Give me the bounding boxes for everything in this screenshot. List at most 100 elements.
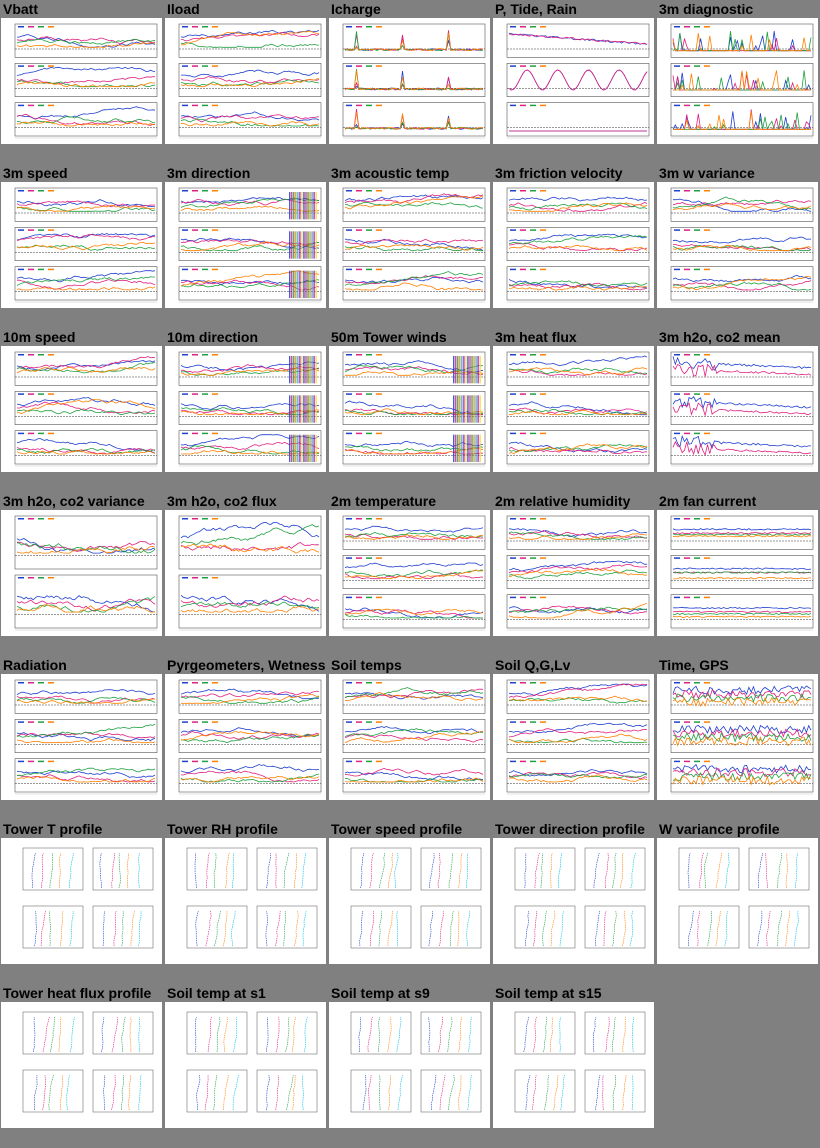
current-plot-thumbnail[interactable] (165, 18, 326, 144)
profile-plot-thumbnail[interactable] (165, 838, 326, 964)
wind-speed-plot-thumbnail[interactable] (1, 346, 162, 472)
plot-title[interactable]: 3m diagnostic (659, 1, 754, 17)
plot-tile[interactable]: Iload (164, 0, 328, 164)
plot-tile[interactable]: 2m relative humidity (492, 492, 656, 656)
plot-title[interactable]: 3m friction velocity (495, 165, 623, 181)
variance-plot-thumbnail[interactable] (657, 182, 818, 308)
plot-tile[interactable]: Icharge (328, 0, 492, 164)
plot-title[interactable]: Radiation (3, 657, 67, 673)
plot-title[interactable]: Tower speed profile (331, 821, 463, 837)
plot-tile[interactable]: Soil temp at s15 (492, 984, 656, 1148)
plot-tile[interactable]: W variance profile (656, 820, 820, 984)
plot-tile[interactable]: 3m w variance (656, 164, 820, 328)
voltage-plot-thumbnail[interactable] (1, 18, 162, 144)
plot-title[interactable]: 3m w variance (659, 165, 755, 181)
plot-title[interactable]: P, Tide, Rain (495, 1, 577, 17)
plot-tile[interactable]: 10m speed (0, 328, 164, 492)
plot-title[interactable]: 2m relative humidity (495, 493, 631, 509)
plot-tile[interactable]: 3m acoustic temp (328, 164, 492, 328)
plot-title[interactable]: 3m h2o, co2 mean (659, 329, 781, 345)
plot-tile[interactable]: Tower speed profile (328, 820, 492, 984)
h2o-co2-flux-plot-thumbnail[interactable] (165, 510, 326, 636)
plot-title[interactable]: 3m acoustic temp (331, 165, 450, 181)
plot-title[interactable]: Tower heat flux profile (3, 985, 152, 1001)
plot-tile[interactable]: 3m h2o, co2 variance (0, 492, 164, 656)
plot-tile[interactable]: Time, GPS (656, 656, 820, 820)
plot-title[interactable]: 10m speed (3, 329, 76, 345)
h2o-co2-plot-thumbnail[interactable] (657, 346, 818, 472)
plot-tile[interactable]: Soil temps (328, 656, 492, 820)
plot-tile[interactable]: 3m friction velocity (492, 164, 656, 328)
fan-current-plot-thumbnail[interactable] (657, 510, 818, 636)
plot-title[interactable]: Soil temps (331, 657, 402, 673)
plot-tile[interactable]: Pyrgeometers, Wetness (164, 656, 328, 820)
diagnostic-plot-thumbnail[interactable] (657, 18, 818, 144)
tower-winds-plot-thumbnail[interactable] (329, 346, 490, 472)
profile-plot-thumbnail[interactable] (657, 838, 818, 964)
plot-title[interactable]: Icharge (331, 1, 381, 17)
plot-title[interactable]: Pyrgeometers, Wetness (167, 657, 326, 673)
plot-tile[interactable]: Tower heat flux profile (0, 984, 164, 1148)
time-gps-plot-thumbnail[interactable] (657, 674, 818, 800)
plot-tile[interactable]: 2m temperature (328, 492, 492, 656)
plot-title[interactable]: 3m h2o, co2 flux (167, 493, 277, 509)
plot-title[interactable]: Soil temp at s1 (167, 985, 266, 1001)
profile-plot-thumbnail[interactable] (329, 838, 490, 964)
wind-speed-plot-thumbnail[interactable] (1, 182, 162, 308)
plot-title[interactable]: W variance profile (659, 821, 780, 837)
plot-tile[interactable]: 3m diagnostic (656, 0, 820, 164)
profile-plot-thumbnail[interactable] (1, 838, 162, 964)
current-plot-thumbnail[interactable] (329, 18, 490, 144)
plot-tile[interactable]: Soil Q,G,Lv (492, 656, 656, 820)
plot-title[interactable]: Tower T profile (3, 821, 103, 837)
plot-tile[interactable]: 50m Tower winds (328, 328, 492, 492)
plot-tile[interactable]: 3m direction (164, 164, 328, 328)
profile-plot-thumbnail[interactable] (493, 1002, 654, 1128)
humidity-plot-thumbnail[interactable] (493, 510, 654, 636)
plot-tile[interactable]: Tower T profile (0, 820, 164, 984)
plot-title[interactable]: 3m h2o, co2 variance (3, 493, 145, 509)
h2o-co2-variance-plot-thumbnail[interactable] (1, 510, 162, 636)
heat-flux-plot-thumbnail[interactable] (493, 346, 654, 472)
plot-title[interactable]: 2m temperature (331, 493, 437, 509)
plot-tile[interactable]: Tower RH profile (164, 820, 328, 984)
plot-tile[interactable]: 3m speed (0, 164, 164, 328)
soil-moisture-plot-thumbnail[interactable] (493, 674, 654, 800)
plot-tile[interactable]: P, Tide, Rain (492, 0, 656, 164)
plot-title[interactable]: 3m speed (3, 165, 68, 181)
soil-temperature-plot-thumbnail[interactable] (329, 674, 490, 800)
pressure-tide-rain-plot-thumbnail[interactable] (493, 18, 654, 144)
plot-tile[interactable]: Tower direction profile (492, 820, 656, 984)
profile-plot-thumbnail[interactable] (329, 1002, 490, 1128)
wind-direction-plot-thumbnail[interactable] (165, 346, 326, 472)
plot-tile[interactable]: Radiation (0, 656, 164, 820)
plot-title[interactable]: 2m fan current (659, 493, 757, 509)
plot-title[interactable]: Vbatt (3, 1, 38, 17)
plot-title[interactable]: Iload (167, 1, 200, 17)
plot-tile[interactable]: 3m h2o, co2 mean (656, 328, 820, 492)
plot-title[interactable]: Soil temp at s9 (331, 985, 430, 1001)
temperature-plot-thumbnail[interactable] (329, 510, 490, 636)
profile-plot-thumbnail[interactable] (1, 1002, 162, 1128)
plot-title[interactable]: 3m direction (167, 165, 251, 181)
plot-tile[interactable]: Vbatt (0, 0, 164, 164)
plot-tile[interactable]: 10m direction (164, 328, 328, 492)
plot-tile[interactable]: 2m fan current (656, 492, 820, 656)
plot-tile[interactable]: 3m heat flux (492, 328, 656, 492)
plot-tile[interactable]: Soil temp at s9 (328, 984, 492, 1148)
plot-title[interactable]: 3m heat flux (495, 329, 577, 345)
wind-direction-plot-thumbnail[interactable] (165, 182, 326, 308)
plot-title[interactable]: Soil Q,G,Lv (495, 657, 571, 673)
profile-plot-thumbnail[interactable] (165, 1002, 326, 1128)
plot-title[interactable]: Time, GPS (659, 657, 729, 673)
profile-plot-thumbnail[interactable] (493, 838, 654, 964)
radiation-plot-thumbnail[interactable] (1, 674, 162, 800)
pyrgeometer-plot-thumbnail[interactable] (165, 674, 326, 800)
plot-title[interactable]: Soil temp at s15 (495, 985, 602, 1001)
temperature-plot-thumbnail[interactable] (329, 182, 490, 308)
plot-title[interactable]: Tower direction profile (495, 821, 645, 837)
plot-title[interactable]: Tower RH profile (167, 821, 278, 837)
plot-title[interactable]: 50m Tower winds (331, 329, 447, 345)
plot-title[interactable]: 10m direction (167, 329, 259, 345)
plot-tile[interactable]: 3m h2o, co2 flux (164, 492, 328, 656)
